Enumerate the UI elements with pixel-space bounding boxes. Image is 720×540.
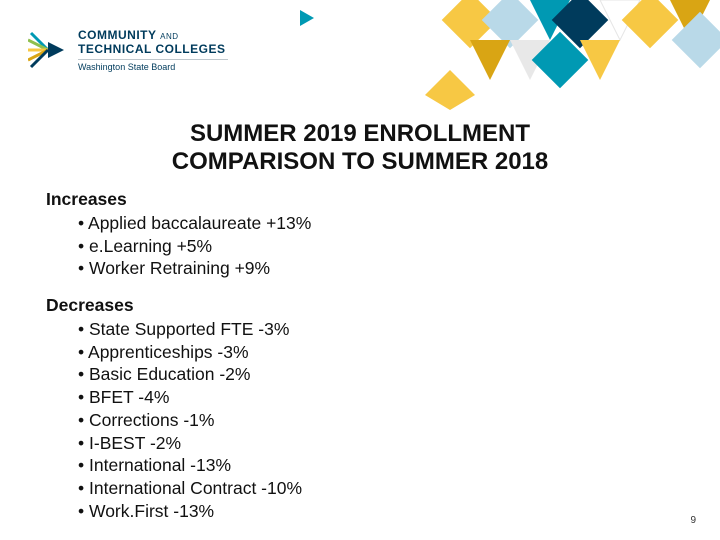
title-line-2: COMPARISON TO SUMMER 2018 (0, 148, 720, 176)
logo-line2: TECHNICAL COLLEGES (78, 42, 228, 56)
list-item: e.Learning +5% (78, 235, 674, 258)
page-title: SUMMER 2019 ENROLLMENT COMPARISON TO SUM… (0, 120, 720, 175)
logo-divider (78, 59, 228, 60)
list-item: Basic Education -2% (78, 363, 674, 386)
list-item: International -13% (78, 454, 674, 477)
list-item: Worker Retraining +9% (78, 257, 674, 280)
list-item: Corrections -1% (78, 409, 674, 432)
list-item: Work.First -13% (78, 500, 674, 523)
title-line-1: SUMMER 2019 ENROLLMENT (0, 120, 720, 148)
list-item: International Contract -10% (78, 477, 674, 500)
logo-mark-icon (28, 30, 68, 70)
decreases-list: State Supported FTE -3%Apprenticeships -… (78, 318, 674, 523)
list-item: Applied baccalaureate +13% (78, 212, 674, 235)
list-item: BFET -4% (78, 386, 674, 409)
list-item: State Supported FTE -3% (78, 318, 674, 341)
logo-text: COMMUNITY AND TECHNICAL COLLEGES Washing… (78, 28, 228, 72)
increases-list: Applied baccalaureate +13%e.Learning +5%… (78, 212, 674, 280)
logo-subtitle: Washington State Board (78, 62, 228, 72)
page-number: 9 (690, 515, 696, 526)
list-item: Apprenticeships -3% (78, 341, 674, 364)
decorative-pattern (300, 0, 720, 110)
content-body: Increases Applied baccalaureate +13%e.Le… (46, 188, 674, 537)
decreases-header: Decreases (46, 294, 674, 317)
increases-header: Increases (46, 188, 674, 211)
list-item: I-BEST -2% (78, 432, 674, 455)
logo-line1: COMMUNITY AND (78, 28, 228, 42)
logo: COMMUNITY AND TECHNICAL COLLEGES Washing… (28, 28, 228, 72)
